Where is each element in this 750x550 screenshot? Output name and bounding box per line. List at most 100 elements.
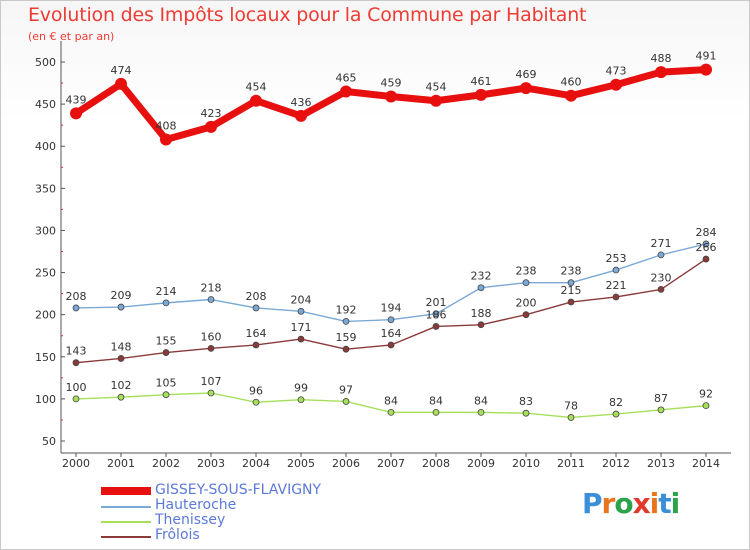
data-point [162, 299, 170, 307]
data-label: 82 [609, 396, 623, 409]
data-point [477, 321, 485, 329]
data-point [252, 304, 260, 312]
data-point [72, 304, 80, 312]
data-label: 454 [246, 81, 267, 94]
data-point [297, 396, 305, 404]
data-label: 284 [696, 226, 717, 239]
data-label: 465 [336, 71, 357, 84]
legend-swatch [101, 521, 151, 523]
logo-letter: P [582, 487, 603, 520]
data-label: 171 [291, 321, 312, 334]
data-point [612, 410, 620, 418]
logo-letter: x [632, 487, 651, 520]
x-tick-label: 2002 [152, 457, 180, 470]
x-tick-label: 2004 [242, 457, 270, 470]
data-point [612, 266, 620, 274]
data-point [387, 341, 395, 349]
data-point [72, 395, 80, 403]
data-label: 221 [606, 279, 627, 292]
y-tick-label: 450 [35, 98, 56, 111]
x-tick-label: 2003 [197, 457, 225, 470]
y-tick-label: 50 [42, 435, 56, 448]
data-label: 107 [201, 375, 222, 388]
data-point [432, 408, 440, 416]
data-label: 148 [111, 340, 132, 353]
data-point [297, 335, 305, 343]
data-label: 423 [201, 107, 222, 120]
data-point [475, 88, 487, 101]
data-point [162, 391, 170, 399]
data-label: 84 [474, 394, 488, 407]
data-point [702, 240, 710, 248]
data-label: 102 [111, 379, 132, 392]
data-point [432, 310, 440, 318]
data-point [342, 318, 350, 325]
data-label: 218 [201, 282, 222, 295]
y-tick-label: 200 [35, 309, 56, 322]
data-point [117, 355, 125, 362]
data-label: 155 [156, 335, 177, 348]
data-point [342, 345, 350, 353]
data-point [117, 393, 125, 401]
data-label: 143 [66, 345, 87, 358]
logo-letter: o [614, 487, 633, 520]
data-point [385, 90, 397, 103]
data-label: 474 [111, 64, 132, 77]
logo-letter: i [670, 487, 681, 520]
data-label: 92 [699, 388, 713, 401]
data-point [72, 359, 80, 367]
data-point [567, 279, 575, 287]
proxiti-logo: Proxiti [582, 487, 681, 520]
logo-letter: t [658, 487, 671, 520]
data-label: 97 [339, 383, 353, 396]
data-point [655, 66, 667, 79]
data-point [657, 285, 665, 293]
data-point [430, 94, 442, 107]
x-tick-label: 2006 [332, 457, 360, 470]
data-point [250, 94, 262, 107]
data-point [207, 344, 215, 352]
data-label: 488 [651, 52, 672, 65]
data-label: 230 [651, 271, 672, 284]
logo-letter: i [649, 487, 660, 520]
data-label: 232 [471, 270, 492, 283]
data-point [657, 406, 665, 414]
data-point [340, 85, 352, 98]
data-label: 78 [564, 399, 578, 412]
data-point [612, 293, 620, 301]
data-label: 96 [249, 384, 263, 397]
data-point [162, 349, 170, 356]
legend-label: Hauteroche [155, 497, 237, 513]
data-label: 215 [561, 284, 582, 297]
legend-label: Frôlois [155, 527, 200, 543]
y-tick-label: 150 [35, 351, 56, 364]
x-tick-label: 2010 [512, 457, 540, 470]
x-tick-label: 2005 [287, 457, 315, 470]
data-label: 100 [66, 381, 87, 394]
data-point [117, 303, 125, 311]
logo-letter: r [601, 487, 616, 520]
data-point [387, 316, 395, 324]
x-tick-label: 2000 [62, 457, 90, 470]
data-label: 473 [606, 65, 627, 78]
data-point [160, 133, 172, 146]
data-label: 87 [654, 392, 668, 405]
data-point [297, 307, 305, 315]
data-label: 84 [429, 394, 443, 407]
data-label: 164 [246, 327, 267, 340]
data-label: 436 [291, 96, 312, 109]
data-label: 201 [426, 296, 447, 309]
data-label: 209 [111, 289, 132, 302]
x-tick-label: 2013 [647, 457, 675, 470]
data-point [565, 89, 577, 102]
data-point [700, 63, 712, 76]
data-point [520, 82, 532, 95]
data-point [342, 398, 350, 405]
data-label: 160 [201, 330, 222, 343]
x-tick-label: 2001 [107, 457, 135, 470]
x-tick-label: 2008 [422, 457, 450, 470]
data-label: 99 [294, 382, 308, 395]
data-point [432, 323, 440, 330]
